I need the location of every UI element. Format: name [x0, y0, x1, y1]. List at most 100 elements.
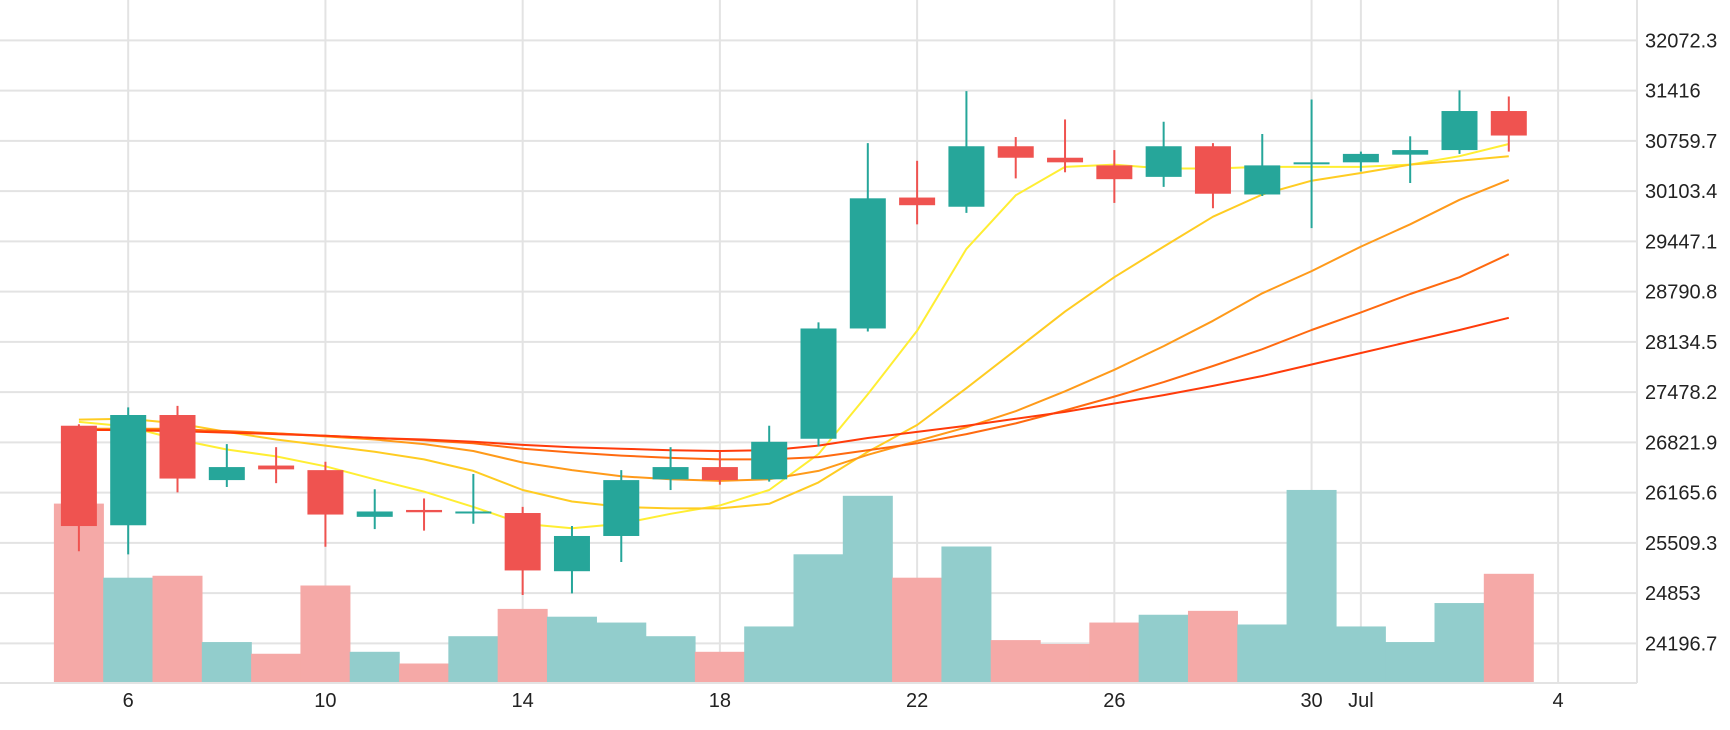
candle-body — [159, 415, 196, 479]
time-tick-label: 4 — [1553, 690, 1564, 712]
candle-body — [800, 328, 837, 439]
volume-bar — [497, 608, 548, 683]
price-tick-label: 28134.5 — [1645, 332, 1717, 354]
axes — [0, 0, 1638, 684]
candle — [1441, 90, 1478, 154]
candle-body — [553, 535, 590, 572]
volume-bar — [103, 577, 154, 683]
candle — [1392, 136, 1429, 184]
candle-body — [899, 197, 936, 206]
moving-average-line — [78, 316, 1510, 452]
time-tick-label: 14 — [512, 690, 534, 712]
candle — [208, 444, 245, 487]
candle — [849, 143, 886, 332]
candle — [948, 91, 985, 213]
price-tick-label: 31416 — [1645, 81, 1701, 103]
volume-bar — [448, 636, 499, 683]
candle-body — [652, 467, 689, 480]
candle — [110, 407, 147, 555]
candle-body — [208, 467, 245, 481]
candle — [603, 470, 640, 563]
volume-bar — [1434, 603, 1485, 683]
volume-bar — [1089, 622, 1140, 683]
candle-body — [356, 511, 393, 517]
candle — [1490, 96, 1527, 152]
candle — [455, 473, 492, 524]
candle — [60, 424, 97, 552]
time-tick-label: 6 — [123, 690, 134, 712]
candle-body — [849, 198, 886, 329]
candle-body — [60, 425, 97, 527]
volume-bar — [1483, 573, 1534, 683]
price-tick-label: 24853 — [1645, 583, 1701, 605]
price-axis-labels: 32072.3 31416 30759.7 30103.4 29447.1 28790.8… — [1645, 30, 1717, 655]
time-tick-label: 22 — [906, 690, 928, 712]
candle — [1293, 99, 1330, 229]
time-axis-labels: 6 10 14 18 22 26 30 Jul 4 — [123, 690, 1564, 712]
candle-body — [1342, 153, 1379, 163]
time-tick-label: 18 — [709, 690, 731, 712]
candle — [1244, 133, 1281, 197]
candle — [751, 425, 788, 482]
price-tick-label: 29447.1 — [1645, 231, 1717, 253]
candle — [800, 322, 837, 447]
candle-body — [751, 441, 788, 480]
candle-body — [504, 513, 541, 571]
time-tick-label: 30 — [1300, 690, 1322, 712]
volume-bar — [1335, 626, 1386, 683]
volume-bar — [399, 663, 450, 683]
candle — [1145, 121, 1182, 187]
candle — [258, 447, 295, 484]
candle-body — [1441, 111, 1478, 151]
candle — [553, 526, 590, 594]
candle-body — [1293, 162, 1330, 165]
volume-bar — [990, 640, 1041, 683]
price-tick-label: 30103.4 — [1645, 181, 1717, 203]
price-tick-label: 28790.8 — [1645, 282, 1717, 304]
candle — [1342, 151, 1379, 172]
candle-body — [1047, 157, 1084, 163]
volume-bar — [349, 651, 400, 683]
candles — [60, 90, 1527, 595]
candle — [504, 506, 541, 595]
candle — [159, 405, 196, 493]
candle-body — [258, 465, 295, 470]
candle-body — [1145, 146, 1182, 177]
price-tick-label: 25509.3 — [1645, 533, 1717, 555]
volume-bar — [694, 651, 745, 683]
volume-bar — [1138, 614, 1189, 683]
price-tick-label: 30759.7 — [1645, 131, 1717, 153]
moving-average-line — [78, 178, 1510, 482]
candle-body — [997, 146, 1034, 158]
volume-bar — [1286, 489, 1337, 683]
volume-bars — [53, 489, 1534, 683]
volume-bar — [892, 577, 943, 683]
volume-bar — [1040, 644, 1091, 683]
moving-average-line — [78, 253, 1510, 461]
volume-bar — [251, 653, 302, 683]
candle-body — [1096, 165, 1133, 180]
volume-bar — [941, 546, 992, 683]
moving-average-line — [78, 155, 1509, 510]
candle-body — [701, 467, 738, 481]
volume-bar — [1385, 642, 1436, 683]
candle — [406, 498, 443, 531]
candle-body — [455, 511, 492, 514]
candle — [701, 451, 738, 485]
time-tick-label: 26 — [1103, 690, 1125, 712]
price-tick-label: 32072.3 — [1645, 30, 1717, 52]
candle-body — [948, 146, 985, 207]
volume-bar — [201, 642, 252, 683]
volume-bar — [546, 616, 597, 683]
time-tick-label: Jul — [1348, 690, 1374, 712]
moving-average-lines — [78, 143, 1510, 530]
volume-bar — [152, 575, 203, 683]
volume-bar — [793, 554, 844, 683]
price-tick-label: 26821.9 — [1645, 432, 1717, 454]
candle — [1194, 143, 1231, 209]
price-tick-label: 27478.2 — [1645, 382, 1717, 404]
candle — [1047, 119, 1084, 173]
candle-body — [406, 509, 443, 513]
candle — [652, 447, 689, 491]
